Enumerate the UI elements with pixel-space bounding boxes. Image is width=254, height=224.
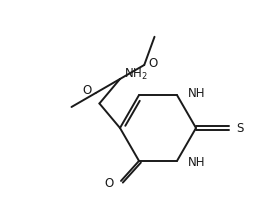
Text: NH: NH	[188, 87, 205, 100]
Text: S: S	[236, 121, 243, 134]
Text: NH$_2$: NH$_2$	[124, 67, 148, 82]
Text: O: O	[148, 58, 157, 71]
Text: O: O	[83, 84, 92, 97]
Text: NH: NH	[188, 156, 205, 169]
Text: O: O	[105, 177, 114, 190]
